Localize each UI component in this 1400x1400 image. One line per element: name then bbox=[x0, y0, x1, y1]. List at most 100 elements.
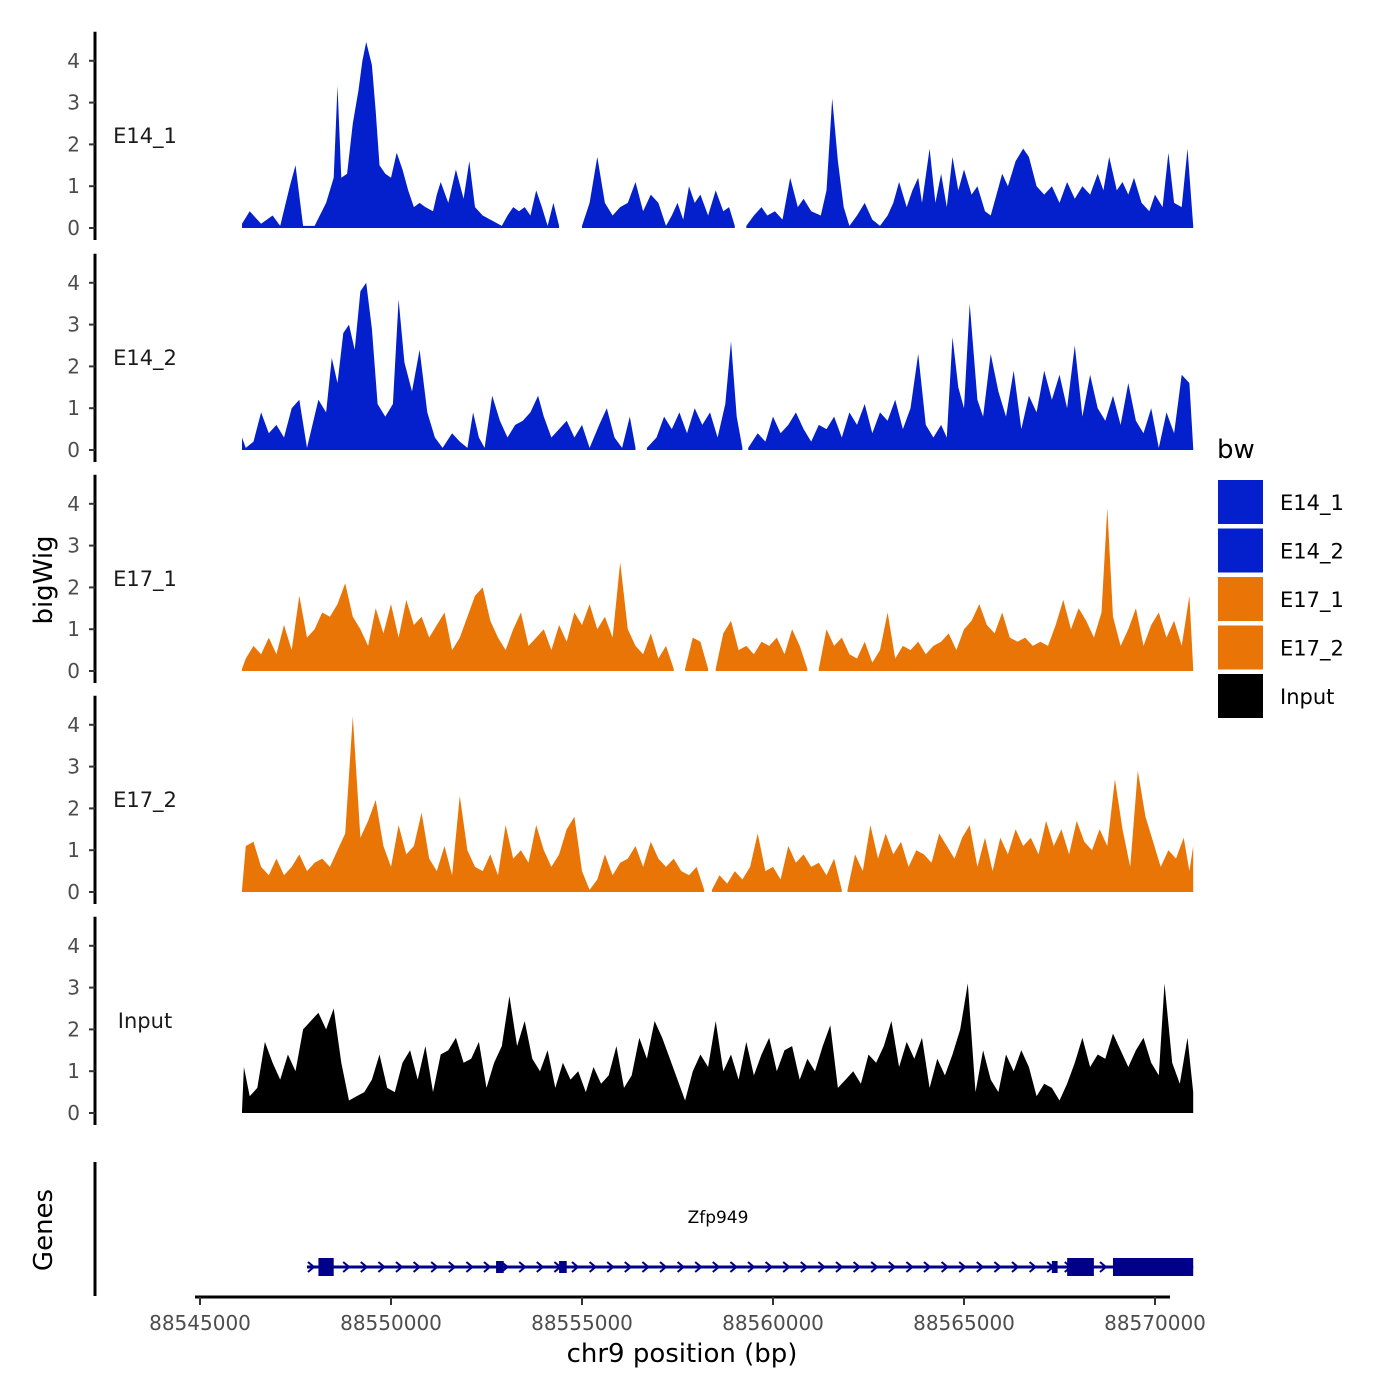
area-series-E17_2b bbox=[711, 833, 842, 892]
legend-item-E17_1: E17_1 bbox=[1218, 577, 1344, 621]
area-series-E14_2b bbox=[646, 341, 743, 450]
gene-strand-arrow bbox=[465, 1261, 474, 1273]
area-series-E17_1c bbox=[715, 620, 808, 671]
legend-swatch bbox=[1218, 674, 1263, 718]
gene-strand-arrow bbox=[888, 1261, 897, 1273]
legend-swatch bbox=[1218, 528, 1263, 573]
gene-strand-arrow bbox=[940, 1261, 950, 1273]
gene-strand-arrow bbox=[624, 1261, 633, 1273]
gene-strand-arrow bbox=[1011, 1261, 1020, 1273]
y-tick-label: 4 bbox=[67, 492, 80, 516]
track-panel-E17_2: 0 1 2 3 4 E17_2 bbox=[67, 695, 1194, 904]
x-tick-label: 88570000 bbox=[1104, 1311, 1206, 1335]
legend-item-E14_1: E14_1 bbox=[1218, 480, 1344, 524]
gene-strand-arrow bbox=[1028, 1261, 1038, 1273]
gene-strand-arrow bbox=[923, 1261, 932, 1273]
gene-strand-arrow bbox=[800, 1261, 809, 1273]
genes-panel-title: Genes bbox=[29, 1189, 59, 1271]
gene-exon bbox=[559, 1261, 567, 1273]
x-tick-label: 88565000 bbox=[913, 1311, 1015, 1335]
x-tick-label: 88555000 bbox=[531, 1311, 633, 1335]
gene-strand-arrow bbox=[641, 1261, 650, 1273]
x-axis: 88545000 88550000 88555000 88560000 88565000… bbox=[149, 1295, 1206, 1335]
x-axis-title: chr9 position (bp) bbox=[567, 1339, 798, 1369]
y-tick-label: 0 bbox=[67, 438, 80, 462]
y-tick-label: 2 bbox=[67, 132, 80, 156]
gene-strand-arrow bbox=[764, 1261, 774, 1273]
track-label: E17_2 bbox=[113, 788, 177, 813]
legend-swatch bbox=[1218, 577, 1263, 621]
gene-strand-arrow bbox=[729, 1261, 738, 1273]
gene-strand-arrow bbox=[782, 1261, 791, 1273]
legend-swatch bbox=[1218, 480, 1263, 524]
legend-item-E14_2: E14_2 bbox=[1218, 528, 1344, 573]
gene-strand-arrow bbox=[412, 1261, 422, 1273]
gene-exon bbox=[1067, 1258, 1094, 1276]
y-tick-label: 4 bbox=[67, 49, 80, 73]
y-tick-label: 3 bbox=[67, 313, 80, 337]
gene-strand-arrow bbox=[342, 1261, 351, 1273]
gene-strand-arrow bbox=[870, 1261, 879, 1273]
x-tick-label: 88550000 bbox=[340, 1311, 442, 1335]
x-tick-label: 88545000 bbox=[149, 1311, 251, 1335]
y-tick-label: 3 bbox=[67, 755, 80, 779]
area-series-Input bbox=[242, 983, 1194, 1113]
legend-items: E14_1 E14_2 E17_1 E17_2 Input bbox=[1218, 480, 1344, 718]
legend-label: Input bbox=[1280, 685, 1334, 709]
track-label: Input bbox=[118, 1009, 172, 1033]
gene-strand-arrow bbox=[430, 1261, 439, 1273]
tracks-layer: 0 1 2 3 4 E14_1 0 1 2 3 4 E14_2 0 1 2 3 4 E17_1 0 1 2 3 4 E17_2… bbox=[67, 31, 1194, 1125]
legend: bw E14_1 E14_2 E17_1 E17_2 Input bbox=[1217, 435, 1344, 718]
legend-title: bw bbox=[1217, 435, 1255, 465]
gene-label: Zfp949 bbox=[688, 1208, 749, 1228]
legend-label: E14_1 bbox=[1280, 491, 1344, 516]
gene-strand-arrow bbox=[852, 1261, 862, 1273]
gene-strand-arrow bbox=[395, 1261, 404, 1273]
track-panel-E14_2: 0 1 2 3 4 E14_2 bbox=[67, 253, 1194, 462]
gene-strand-arrow bbox=[360, 1261, 369, 1273]
area-series-E14_1c bbox=[746, 98, 1194, 229]
y-tick-label: 1 bbox=[67, 1059, 80, 1083]
gene-strand-arrow bbox=[694, 1261, 703, 1273]
y-tick-label: 0 bbox=[67, 659, 80, 683]
track-panel-E14_1: 0 1 2 3 4 E14_1 bbox=[67, 31, 1194, 240]
y-tick-label: 2 bbox=[67, 575, 80, 599]
track-label: E14_1 bbox=[113, 124, 177, 149]
legend-swatch bbox=[1218, 625, 1263, 670]
area-series-E14_1 bbox=[242, 42, 560, 228]
x-tick-label: 88560000 bbox=[722, 1311, 824, 1335]
gene-strand-arrow bbox=[676, 1261, 686, 1273]
area-series-E14_2 bbox=[242, 282, 636, 450]
y-tick-label: 0 bbox=[67, 1101, 80, 1125]
gene-exon bbox=[318, 1258, 334, 1276]
area-series-E14_1b bbox=[582, 156, 735, 228]
gene-strand-arrow bbox=[483, 1261, 492, 1273]
gene-strand-arrow bbox=[1099, 1261, 1108, 1273]
legend-item-Input: Input bbox=[1218, 674, 1334, 718]
gene-strand-arrow bbox=[835, 1261, 844, 1273]
y-tick-label: 1 bbox=[67, 174, 80, 198]
track-panel-E17_1: 0 1 2 3 4 E17_1 bbox=[67, 474, 1194, 683]
gene-strand-arrow bbox=[976, 1261, 985, 1273]
gene-layer bbox=[306, 1258, 1194, 1276]
gene-exon bbox=[496, 1261, 504, 1273]
y-tick-label: 4 bbox=[67, 934, 80, 958]
y-tick-label: 4 bbox=[67, 713, 80, 737]
gene-strand-arrow bbox=[993, 1261, 1002, 1273]
legend-label: E14_2 bbox=[1280, 540, 1344, 565]
y-tick-label: 1 bbox=[67, 838, 80, 862]
x-ticks-layer: 88545000 88550000 88555000 88560000 88565000… bbox=[149, 1297, 1206, 1335]
area-series-E17_1d bbox=[818, 508, 1194, 671]
gene-strand-arrow bbox=[747, 1261, 756, 1273]
y-tick-label: 3 bbox=[67, 534, 80, 558]
y-tick-label: 0 bbox=[67, 880, 80, 904]
gene-strand-arrow bbox=[448, 1261, 457, 1273]
gene-strand-arrow bbox=[536, 1261, 545, 1273]
genes-panel: Genes Zfp949 bbox=[29, 1162, 1194, 1296]
gene-strand-arrow bbox=[905, 1261, 914, 1273]
gene-strand-arrow bbox=[307, 1261, 316, 1273]
y-tick-label: 2 bbox=[67, 1017, 80, 1041]
area-series-E14_2c bbox=[748, 303, 1194, 450]
